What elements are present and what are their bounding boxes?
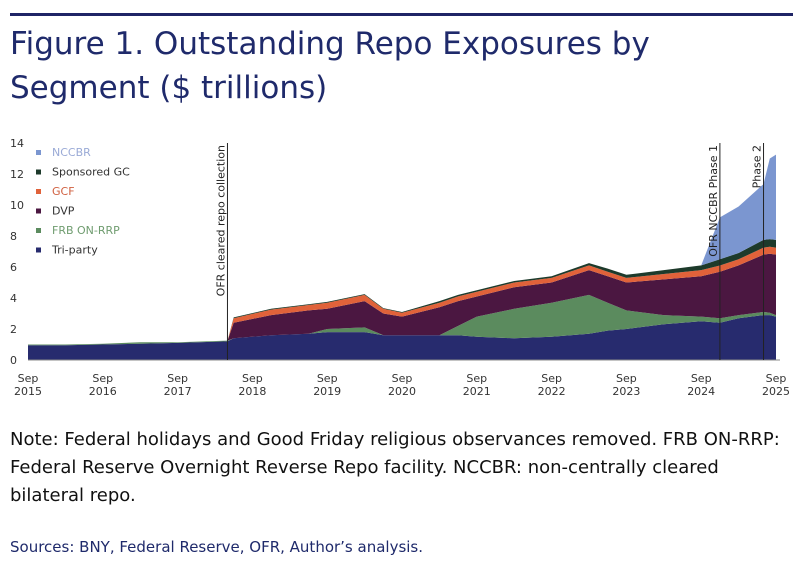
x-tick-label: Sep: [616, 372, 637, 385]
legend-label: Tri-party: [51, 244, 98, 257]
x-tick-label: Sep: [92, 372, 113, 385]
x-tick-label: 2022: [538, 385, 566, 398]
legend-label: Sponsored GC: [52, 166, 130, 179]
area-frb-on-rrp: [28, 294, 776, 346]
x-tick-label: 2019: [313, 385, 341, 398]
legend-swatch: [36, 189, 41, 194]
y-tick-label: 2: [10, 323, 17, 336]
legend-label: DVP: [52, 205, 75, 218]
figure-title: Figure 1. Outstanding Repo Exposures by …: [10, 26, 650, 106]
y-tick-label: 4: [10, 292, 17, 305]
y-tick-label: 6: [10, 261, 17, 274]
y-tick-label: 8: [10, 230, 17, 243]
figure-sources: Sources: BNY, Federal Reserve, OFR, Auth…: [10, 538, 424, 556]
x-tick-label: Sep: [466, 372, 487, 385]
x-tick-label: Sep: [392, 372, 413, 385]
x-tick-label: 2016: [89, 385, 117, 398]
x-tick-label: Sep: [167, 372, 188, 385]
area-tri-party: [28, 315, 776, 360]
x-tick-label: 2024: [687, 385, 715, 398]
x-tick-label: 2021: [463, 385, 491, 398]
y-tick-label: 12: [10, 168, 24, 181]
figure-note: Note: Federal holidays and Good Friday r…: [10, 429, 780, 506]
x-tick-label: 2015: [14, 385, 42, 398]
x-tick-label: 2023: [612, 385, 640, 398]
y-tick-label: 10: [10, 199, 24, 212]
x-tick-label: Sep: [691, 372, 712, 385]
legend-label: FRB ON-RRP: [52, 224, 120, 237]
top-rule: [10, 13, 793, 16]
annotation-label: OFR cleared repo collection: [214, 145, 227, 296]
x-tick-label: 2018: [238, 385, 266, 398]
area-dvp: [28, 253, 776, 345]
x-tick-label: Sep: [317, 372, 338, 385]
legend-swatch: [36, 247, 41, 253]
y-tick-label: 0: [10, 354, 17, 367]
x-tick-label: Sep: [541, 372, 562, 385]
stacked-area-chart: 02468101214Sep2015Sep2016Sep2017Sep2018S…: [10, 137, 790, 398]
x-tick-label: Sep: [242, 372, 263, 385]
legend-swatch: [36, 150, 41, 155]
x-tick-label: 2020: [388, 385, 416, 398]
legend-label: GCF: [52, 185, 75, 198]
y-tick-label: 14: [10, 137, 24, 150]
legend-swatch: [36, 228, 41, 233]
annotation-label: Phase 2: [751, 145, 764, 188]
x-tick-label: 2017: [164, 385, 192, 398]
legend-swatch: [36, 208, 41, 214]
x-tick-label: Sep: [18, 372, 39, 385]
legend-swatch: [36, 169, 41, 175]
annotation-label: OFR NCCBR Phase 1: [707, 145, 720, 257]
legend-label: NCCBR: [52, 146, 91, 159]
x-tick-label: Sep: [766, 372, 787, 385]
x-tick-label: 2025: [762, 385, 790, 398]
